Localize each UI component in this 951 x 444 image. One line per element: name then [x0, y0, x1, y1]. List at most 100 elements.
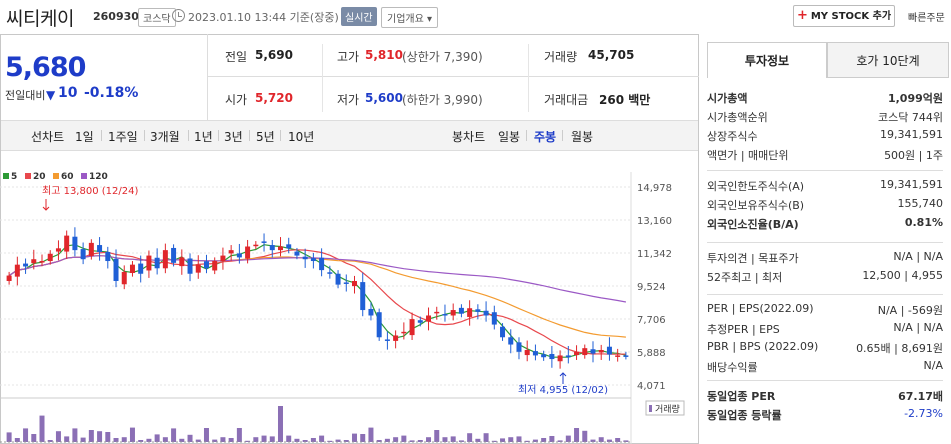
tab-sep	[101, 130, 102, 141]
period-bar	[1, 120, 698, 151]
info-row: 외국인한도주식수(A) 19,341,591	[707, 178, 943, 198]
candle	[368, 308, 374, 316]
volume-bar	[590, 439, 596, 442]
volume-bar	[376, 440, 382, 442]
candle	[467, 308, 473, 317]
volume-bar	[72, 428, 78, 442]
candle	[524, 349, 530, 356]
info-row-label: 외국인소진율(B/A)	[707, 218, 799, 231]
add-mystock-label: MY STOCK 추가	[810, 11, 892, 22]
tab-1y[interactable]: 1년	[194, 130, 213, 144]
info-row-label: 동일업종 등락률	[707, 409, 782, 422]
prev-close-label: 전일	[225, 50, 248, 64]
info-row-value: -2.73%	[904, 407, 943, 420]
candle	[541, 354, 547, 358]
ma-legend-label: 20	[33, 172, 46, 182]
tab-invest-info[interactable]: 투자정보	[707, 42, 827, 78]
info-row-value: 0.81%	[904, 216, 943, 229]
info-row-label: 투자의견 | 목표주가	[707, 252, 799, 265]
volume-bar	[88, 430, 94, 442]
info-row-label: 외국인한도주식수(A)	[707, 180, 805, 193]
stock-name: 씨티케이	[6, 8, 74, 30]
candle	[384, 339, 390, 341]
info-row: 투자의견 | 목표주가 N/A | N/A	[707, 250, 943, 270]
volume-bar	[606, 439, 612, 442]
info-row-value: 500원 | 1주	[884, 149, 943, 162]
volume-bar	[245, 440, 251, 442]
change-percent: -0.18%	[84, 85, 139, 101]
candle	[236, 253, 242, 258]
tab-orderbook[interactable]: 호가 10단계	[827, 42, 949, 78]
volume-bar	[541, 438, 547, 442]
y-tick-label: 11,342	[637, 249, 672, 260]
candle	[606, 346, 612, 355]
ma-legend-swatch	[3, 173, 9, 179]
arrow-up-icon	[559, 372, 567, 384]
volume-bar	[623, 440, 629, 442]
volume-bar	[6, 432, 12, 442]
volume-bar	[64, 436, 70, 442]
company-overview-dropdown[interactable]: 기업개요 ▾	[381, 7, 439, 28]
info-row-label: 동일업종 PER	[707, 390, 776, 403]
info-row-value: 67.17배	[898, 390, 943, 403]
info-row-value: N/A | N/A	[893, 321, 943, 334]
info-row: PBR | BPS (2022.09) 0.65배 | 8,691원	[707, 340, 943, 360]
volume-bar	[335, 439, 341, 442]
volume-bar	[426, 437, 432, 442]
plus-icon: +	[796, 8, 808, 23]
high-price: 5,810	[365, 48, 403, 62]
info-row-label: 시가총액	[707, 92, 748, 105]
candle	[500, 326, 506, 338]
candle	[532, 351, 538, 356]
tab-1w[interactable]: 1주일	[108, 130, 138, 144]
volume-bar	[146, 438, 152, 442]
tab-daily[interactable]: 일봉	[498, 130, 521, 144]
ma-legend-swatch	[25, 173, 31, 179]
info-divider	[707, 294, 943, 295]
add-mystock-button[interactable]: + MY STOCK 추가	[793, 5, 895, 27]
tab-sep	[249, 130, 250, 141]
info-row: 동일업종 등락률 -2.73%	[707, 407, 943, 427]
tab-1d[interactable]: 1일	[75, 130, 94, 144]
candle	[327, 272, 333, 274]
volume-bar	[187, 434, 193, 442]
volume-bar	[162, 437, 168, 442]
tab-3m[interactable]: 3개월	[150, 130, 180, 144]
price-box	[0, 34, 208, 120]
candle	[47, 253, 53, 262]
volume-bar	[236, 428, 242, 442]
candle	[72, 236, 78, 251]
info-row: 시가총액순위 코스닥 744위	[707, 109, 943, 129]
tab-10y[interactable]: 10년	[288, 130, 315, 144]
tab-5y[interactable]: 5년	[256, 130, 275, 144]
info-divider	[707, 170, 943, 171]
info-row: 52주최고 | 최저 12,500 | 4,955	[707, 269, 943, 289]
tab-monthly[interactable]: 월봉	[571, 130, 594, 144]
ma-line	[8, 255, 627, 303]
volume-bar	[277, 406, 283, 442]
candle	[286, 244, 292, 249]
tab-3y[interactable]: 3년	[224, 130, 243, 144]
realtime-button[interactable]: 실시간	[341, 7, 377, 26]
change-label: 전일대비	[5, 89, 46, 102]
candle	[426, 315, 432, 322]
quick-order-link[interactable]: 빠른주문	[908, 13, 945, 24]
volume-bar	[434, 430, 440, 442]
candle	[97, 245, 103, 252]
tab-weekly[interactable]: 주봉	[534, 130, 557, 144]
down-triangle-icon: ▼	[46, 88, 56, 102]
tab-sep	[562, 130, 563, 141]
candle	[6, 275, 12, 281]
candle	[557, 355, 563, 362]
info-row-value: N/A	[923, 359, 943, 372]
volume-swatch	[649, 405, 652, 412]
candle	[491, 312, 497, 325]
quote-datetime: 2023.01.10 13:44 기준(장중)	[188, 11, 339, 24]
volume-bar	[113, 438, 119, 442]
candle	[343, 282, 349, 284]
candle	[483, 310, 489, 316]
price-chart[interactable]: 14,978 13,160 11,342 9,524 7,706 5,888 4,071 5 2…	[0, 152, 698, 444]
ma-line	[8, 249, 626, 355]
candle	[352, 280, 358, 287]
info-row: 상장주식수 19,341,591	[707, 128, 943, 148]
